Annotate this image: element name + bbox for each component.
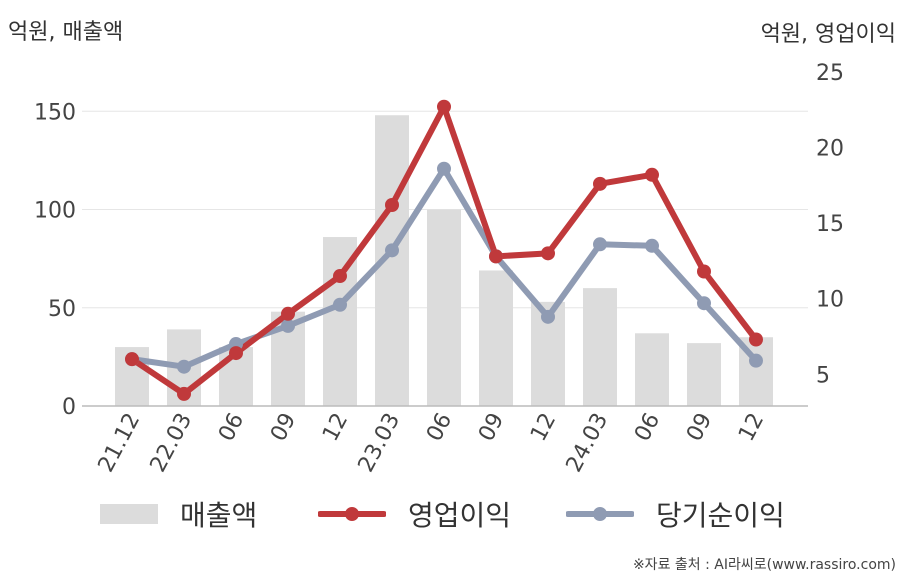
point-operating-profit bbox=[541, 246, 555, 261]
legend-swatch-net-income bbox=[566, 507, 634, 521]
x-axis-tick-label: 21.12 bbox=[94, 409, 146, 476]
legend-item-revenue: 매출액 bbox=[100, 494, 257, 534]
x-axis-tick-label: 09 bbox=[682, 409, 717, 445]
point-operating-profit bbox=[281, 306, 295, 321]
point-net-income bbox=[645, 238, 659, 253]
point-operating-profit bbox=[749, 332, 763, 347]
legend-label-revenue: 매출액 bbox=[180, 499, 258, 532]
x-axis-tick-label: 23.03 bbox=[354, 409, 406, 476]
right-axis-tick-label: 20 bbox=[816, 137, 844, 162]
point-net-income bbox=[333, 297, 347, 312]
right-axis-tick-label: 10 bbox=[816, 288, 844, 313]
left-axis-tick-label: 0 bbox=[62, 395, 76, 420]
legend-label-net-income: 당기순이익 bbox=[656, 499, 785, 532]
legend-item-net-income: 당기순이익 bbox=[566, 494, 785, 534]
point-net-income bbox=[437, 161, 451, 176]
legend-swatch-operating-profit bbox=[318, 507, 386, 521]
point-operating-profit bbox=[437, 99, 451, 114]
point-operating-profit bbox=[125, 352, 139, 367]
point-net-income bbox=[593, 237, 607, 252]
right-axis-tick-label: 15 bbox=[816, 212, 844, 237]
point-operating-profit bbox=[177, 386, 191, 401]
left-axis-tick-label: 150 bbox=[34, 100, 76, 125]
point-net-income bbox=[541, 309, 555, 324]
x-axis-tick-label: 12 bbox=[318, 409, 353, 445]
point-operating-profit bbox=[229, 346, 243, 361]
point-net-income bbox=[697, 296, 711, 311]
bar-revenue bbox=[635, 333, 669, 406]
right-axis-unit-label: 억원, 영업이익 bbox=[760, 22, 896, 47]
point-operating-profit bbox=[697, 264, 711, 279]
bar-revenue bbox=[427, 209, 461, 406]
point-operating-profit bbox=[385, 197, 399, 212]
x-axis-tick-label: 09 bbox=[266, 409, 301, 445]
x-axis-tick-label: 12 bbox=[526, 409, 561, 445]
left-axis-tick-label: 50 bbox=[48, 297, 76, 322]
legend-item-operating-profit: 영업이익 bbox=[318, 494, 511, 534]
point-net-income bbox=[177, 359, 191, 374]
x-axis-tick-label: 06 bbox=[422, 409, 457, 445]
bar-revenue bbox=[687, 343, 721, 406]
x-axis-tick-label: 06 bbox=[630, 409, 665, 445]
bar-revenue bbox=[479, 270, 513, 406]
legend-label-operating-profit: 영업이익 bbox=[408, 499, 512, 532]
bar-revenue bbox=[583, 288, 617, 406]
point-operating-profit bbox=[333, 269, 347, 284]
point-net-income bbox=[749, 353, 763, 368]
x-axis-tick-label: 12 bbox=[734, 409, 769, 445]
left-axis-unit-label: 억원, 매출액 bbox=[8, 20, 124, 45]
x-axis-tick-label: 22.03 bbox=[146, 409, 198, 476]
right-axis-tick-label: 25 bbox=[816, 61, 844, 86]
point-operating-profit bbox=[645, 167, 659, 182]
x-axis-tick-label: 09 bbox=[474, 409, 509, 445]
x-axis-tick-label: 06 bbox=[214, 409, 249, 445]
point-operating-profit bbox=[489, 249, 503, 264]
source-note: ※자료 출처 : AI라씨로(www.rassiro.com) bbox=[632, 557, 896, 573]
point-operating-profit bbox=[593, 176, 607, 191]
right-axis-tick-label: 5 bbox=[816, 363, 830, 388]
point-net-income bbox=[281, 318, 295, 333]
left-axis-tick-label: 100 bbox=[34, 199, 76, 224]
x-axis-tick-label: 24.03 bbox=[562, 409, 614, 476]
legend-swatch-revenue bbox=[100, 504, 158, 524]
point-net-income bbox=[385, 243, 399, 258]
